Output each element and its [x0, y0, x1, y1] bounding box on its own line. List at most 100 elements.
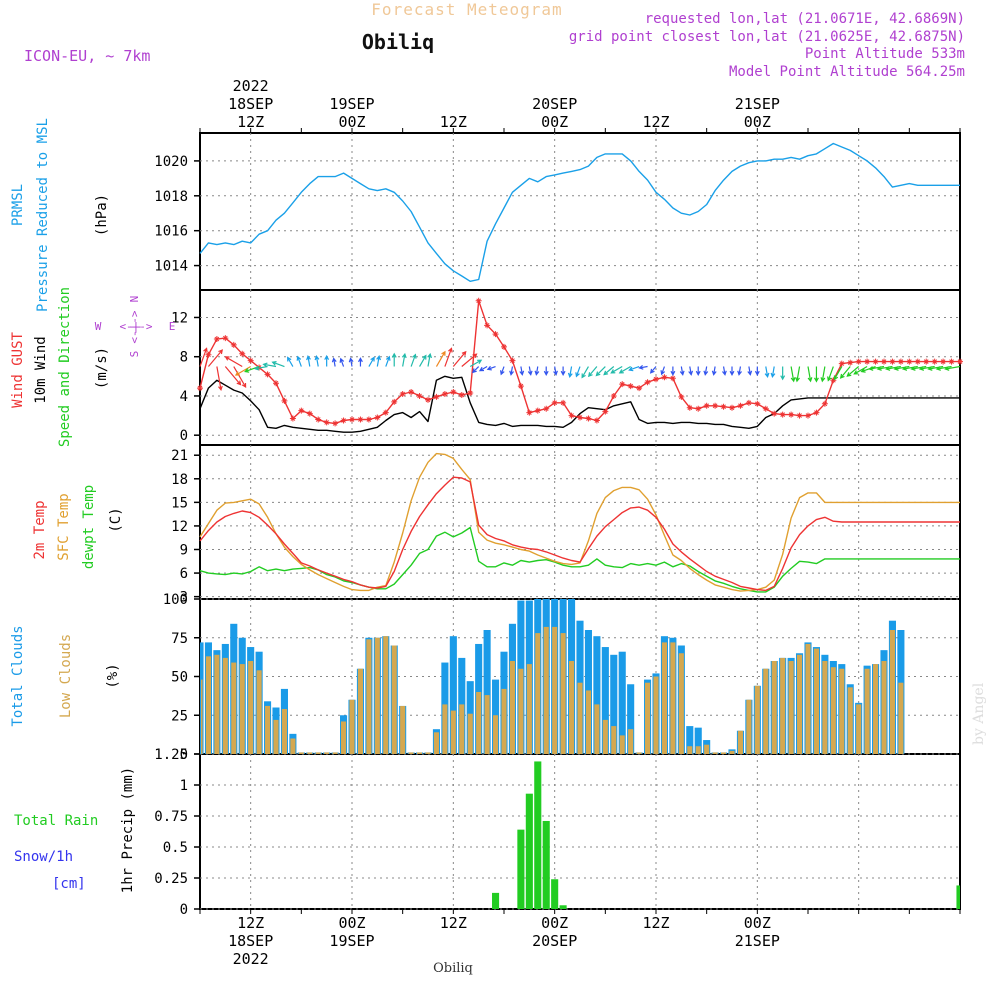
y-tick-label: 0	[180, 428, 188, 444]
wind-arrow	[853, 365, 868, 375]
gust-marker	[889, 358, 896, 365]
pressure-label-1: PRMSL	[10, 184, 26, 226]
low-cloud-bar	[856, 704, 862, 754]
wind-arrow	[764, 366, 770, 378]
location-title: Obiliq	[362, 30, 434, 54]
wind-arrow	[519, 366, 525, 376]
dewpt-label: dewpt Temp	[81, 485, 97, 569]
wind-arrow	[885, 365, 901, 371]
requested-coords: requested lon,lat (21.0671E, 42.6869N)	[645, 11, 965, 27]
gust-marker	[948, 358, 955, 365]
gust-marker	[669, 375, 676, 382]
low-cloud-bar	[281, 709, 287, 754]
wind-arrow	[478, 365, 488, 372]
gust-marker	[796, 412, 803, 419]
y-tick-label: 1.25	[154, 747, 188, 763]
wind-arrow	[486, 365, 496, 371]
gust-marker	[703, 402, 710, 409]
gust-marker	[213, 336, 220, 343]
gust-marker	[298, 407, 305, 414]
bottom-time-label: 12Z	[642, 914, 669, 932]
gust-marker	[906, 358, 913, 365]
wind-arrow	[679, 366, 685, 376]
y-tick-label: 15	[171, 495, 188, 511]
pressure-unit: (hPa)	[94, 194, 110, 236]
gust-marker	[340, 417, 347, 424]
snow-legend: Snow/1h	[14, 849, 73, 865]
gust-marker	[847, 359, 854, 366]
gust-marker	[399, 390, 406, 397]
gust-marker	[729, 404, 735, 411]
y-tick-label: 6	[180, 566, 188, 582]
low-cloud-bar	[298, 752, 304, 754]
wind-arrow	[391, 352, 397, 367]
wind-arrow	[427, 352, 433, 367]
wind-arrow	[339, 357, 345, 367]
low-cloud-bar	[830, 667, 836, 754]
gust-marker	[458, 391, 465, 398]
low-cloud-bar	[425, 752, 431, 754]
low-cloud-bar	[391, 645, 397, 754]
low-cloud-bar	[678, 653, 684, 754]
low-cloud-bar	[552, 626, 558, 754]
compass-h-arrows-icon: <-|->	[119, 320, 152, 333]
grid-point-coords: grid point closest lon,lat (21.0625E, 42…	[569, 29, 965, 45]
low-cloud-bar	[501, 688, 507, 754]
gust-marker	[526, 409, 533, 416]
wind-arrow	[780, 366, 786, 381]
y-tick-label: 12	[171, 310, 188, 326]
wind-arrow	[770, 366, 776, 378]
low-cloud-bar	[585, 690, 591, 754]
y-tick-label: 0	[180, 747, 188, 763]
gust-marker	[636, 385, 643, 392]
total-cloud-bar	[694, 727, 702, 754]
wind-arrow	[814, 366, 819, 383]
wind-arrow	[233, 366, 247, 389]
low-cloud-bar	[704, 744, 710, 754]
total-cloud-bar	[610, 654, 618, 754]
gust-marker	[467, 390, 474, 397]
bottom-time-label: 21SEP	[735, 932, 780, 950]
gust-marker	[247, 357, 254, 364]
gust-marker	[441, 390, 448, 397]
wind-arrow	[839, 366, 851, 379]
low-cloud-bar	[222, 657, 228, 754]
low-cloud-bar	[771, 661, 777, 754]
low-cloud-bar	[645, 682, 651, 754]
wind-arrow	[827, 366, 834, 382]
pressure-label-2: Pressure Reduced to MSL	[35, 118, 51, 312]
gust-marker	[230, 341, 237, 348]
low-cloud-bar	[881, 661, 887, 754]
low-cloud-bar	[636, 752, 642, 754]
gust-marker	[855, 358, 862, 365]
wind-unit: (m/s)	[94, 347, 110, 389]
gust-line	[199, 300, 960, 425]
compass-s-label: S	[128, 351, 141, 358]
low-cloud-bar	[864, 668, 870, 754]
wind-arrow	[737, 366, 742, 376]
low-cloud-bar	[577, 682, 583, 754]
wind-arrow	[271, 361, 285, 368]
wind-arrow	[224, 356, 243, 368]
credit-watermark: by Angel	[971, 682, 987, 745]
rain-bar	[956, 885, 960, 909]
gust-marker	[897, 358, 904, 365]
low-cloud-bar	[822, 661, 828, 754]
low-cloud-bar	[763, 668, 769, 754]
bottom-time-label: 12Z	[440, 914, 467, 932]
low-cloud-bar	[712, 752, 718, 754]
wind-arrow	[567, 366, 573, 378]
precip-panel-frame	[199, 753, 961, 910]
wind-arrow	[314, 355, 320, 367]
wind-arrow	[927, 365, 944, 371]
compass-rose: N S W E <-|-> <-|->	[95, 296, 176, 358]
low-cloud-bar	[695, 746, 701, 754]
gust-marker	[737, 402, 744, 409]
wind-arrow	[543, 366, 549, 376]
top-time-label: 2022	[233, 77, 269, 95]
gust-marker	[509, 357, 516, 364]
wind-arrow	[199, 347, 208, 367]
low-cloud-bar	[687, 746, 693, 754]
wind-arrow	[410, 353, 417, 367]
y-tick-label: 100	[163, 592, 188, 608]
